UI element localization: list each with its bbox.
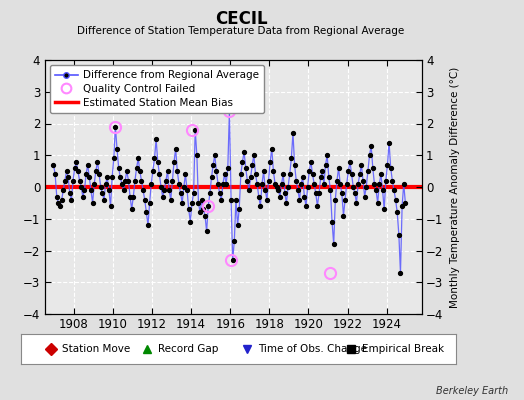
Legend: Difference from Regional Average, Quality Control Failed, Estimated Station Mean: Difference from Regional Average, Qualit…: [50, 65, 264, 113]
Text: Berkeley Earth: Berkeley Earth: [436, 386, 508, 396]
Text: Station Move: Station Move: [62, 344, 130, 354]
Y-axis label: Monthly Temperature Anomaly Difference (°C): Monthly Temperature Anomaly Difference (…: [450, 66, 460, 308]
Text: Empirical Break: Empirical Break: [363, 344, 444, 354]
Text: Difference of Station Temperature Data from Regional Average: Difference of Station Temperature Data f…: [78, 26, 405, 36]
Text: Time of Obs. Change: Time of Obs. Change: [258, 344, 367, 354]
Text: Record Gap: Record Gap: [158, 344, 219, 354]
Text: CECIL: CECIL: [215, 10, 267, 28]
